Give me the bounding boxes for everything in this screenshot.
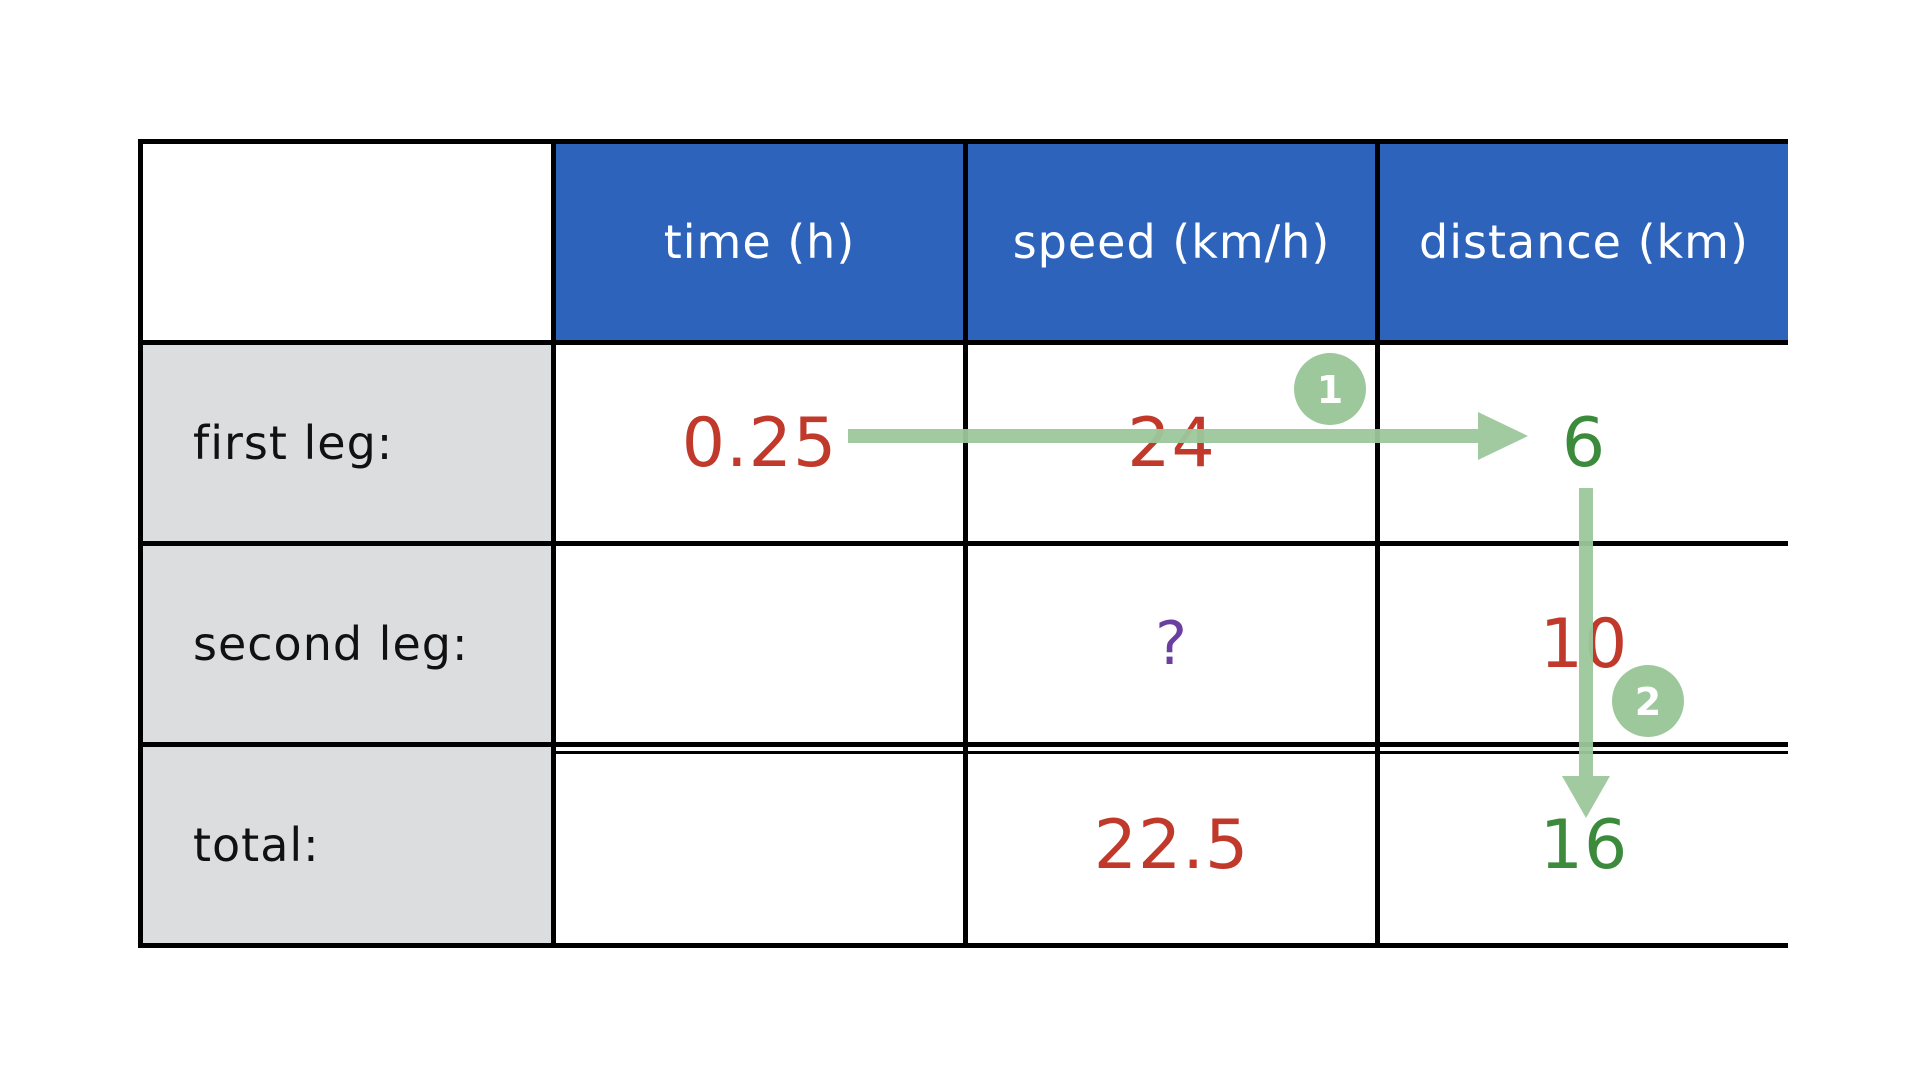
first-leg-speed: 24 bbox=[968, 345, 1375, 541]
rate-table: time (h) speed (km/h) distance (km) firs… bbox=[138, 139, 1788, 948]
row-label-total: total: bbox=[143, 747, 551, 943]
row-label-first-leg: first leg: bbox=[143, 345, 551, 541]
first-leg-time: 0.25 bbox=[556, 345, 963, 541]
total-time bbox=[556, 747, 963, 943]
row-label-second-leg: second leg: bbox=[143, 546, 551, 742]
second-leg-time bbox=[556, 546, 963, 742]
second-leg-distance: 10 bbox=[1380, 546, 1788, 742]
total-distance: 16 bbox=[1380, 747, 1788, 943]
second-leg-speed: ? bbox=[968, 546, 1375, 742]
header-time: time (h) bbox=[556, 144, 963, 340]
corner-cell bbox=[143, 144, 551, 340]
header-distance: distance (km) bbox=[1380, 144, 1788, 340]
total-speed: 22.5 bbox=[968, 747, 1375, 943]
first-leg-distance: 6 bbox=[1380, 345, 1788, 541]
header-speed: speed (km/h) bbox=[968, 144, 1375, 340]
